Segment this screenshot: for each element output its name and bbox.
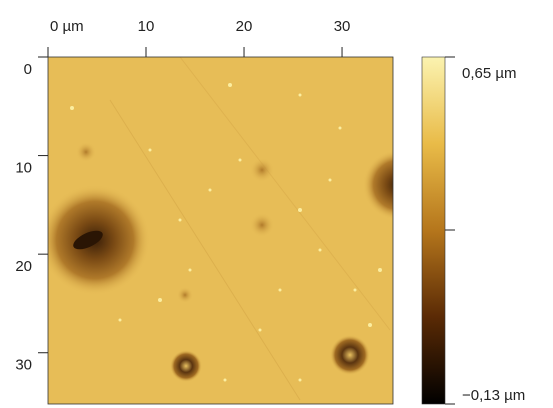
y-tick-label: 30: [15, 357, 32, 374]
y-tick-label: 10: [15, 160, 32, 177]
afm-image: [40, 57, 433, 404]
x-tick-label: 30: [334, 18, 351, 35]
colorbar-label: 0,65 µm: [462, 65, 517, 82]
x-tick-label: 0 µm: [50, 18, 84, 35]
x-tick-label: 20: [236, 18, 253, 35]
y-tick-label: 20: [15, 258, 32, 275]
chart: 0 µm 10 20 30 0 10 20 30 0,65 µm −0,13 µm: [0, 0, 553, 408]
colorbar-label: −0,13 µm: [462, 387, 525, 404]
x-tick-label: 10: [138, 18, 155, 35]
y-tick-label: 0: [24, 61, 32, 78]
colorbar: [422, 57, 445, 404]
